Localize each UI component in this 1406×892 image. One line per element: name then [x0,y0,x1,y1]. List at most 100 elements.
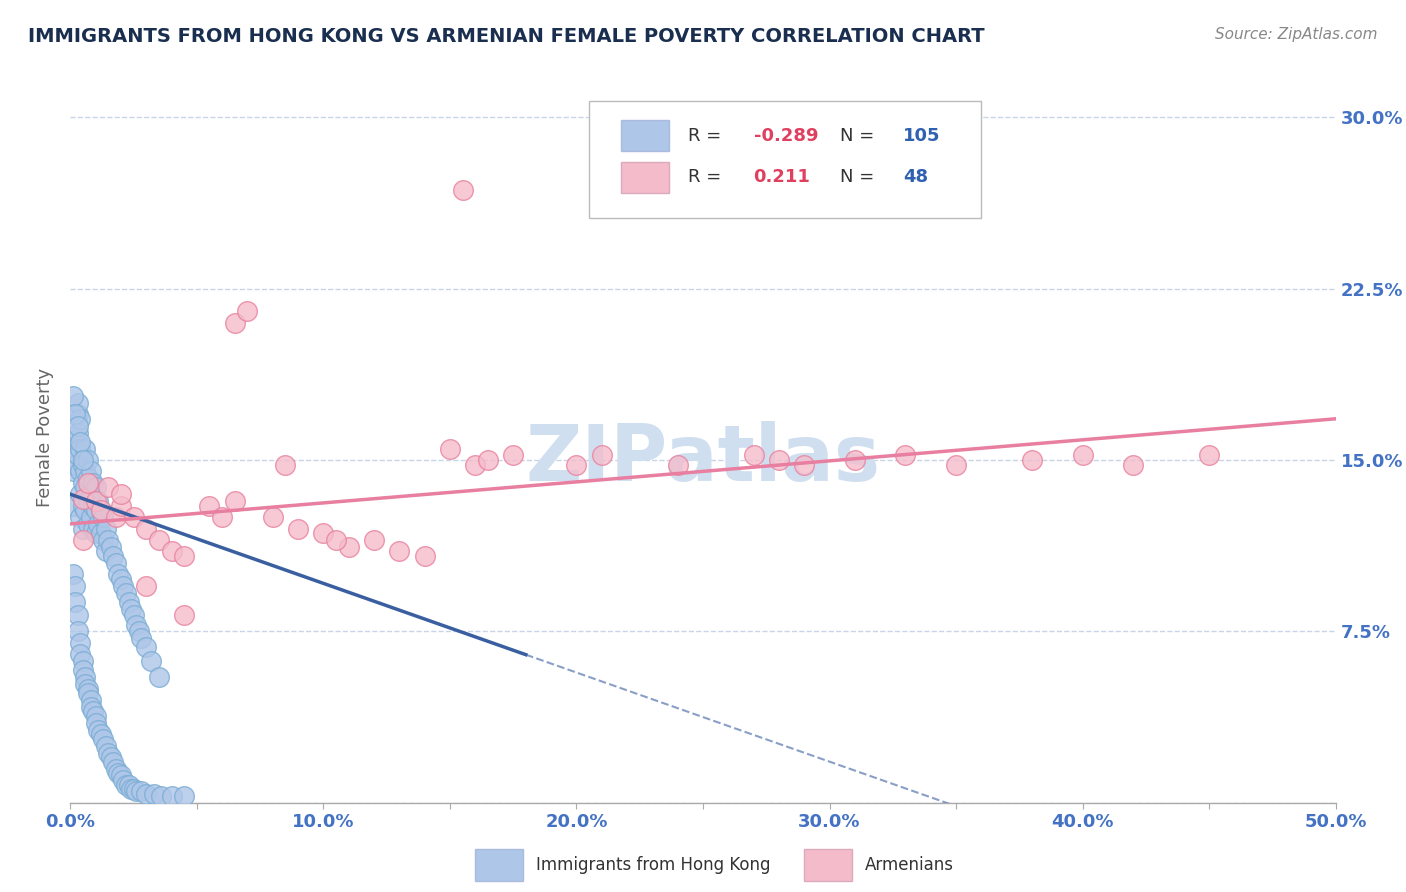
Point [62,389,84,403]
Point [110,572,132,586]
Point [768,453,790,467]
Point [65,430,87,444]
Point [125,617,148,632]
Point [69,510,91,524]
Point [65,595,87,609]
Point [148,670,170,684]
Point [110,487,132,501]
Point [97,480,120,494]
Point [173,608,195,623]
Point [79,693,101,707]
Point [104,556,127,570]
Point [742,449,765,463]
Point [69,636,91,650]
Point [90,503,112,517]
Point [62,499,84,513]
Point [325,533,347,547]
Point [122,510,145,524]
Text: 48: 48 [903,169,928,186]
Point [125,784,148,798]
Point [129,632,152,646]
Text: ZIPatlas: ZIPatlas [526,421,880,497]
Point [117,595,139,609]
Text: Immigrants from Hong Kong: Immigrants from Hong Kong [536,856,770,874]
Point [69,434,91,449]
Point [388,544,411,558]
Text: -0.289: -0.289 [754,127,818,145]
Point [65,458,87,472]
Point [94,544,117,558]
Point [464,458,486,472]
Point [87,723,110,737]
Point [502,449,524,463]
Point [100,540,122,554]
Text: Source: ZipAtlas.com: Source: ZipAtlas.com [1215,27,1378,42]
Point [115,778,138,792]
Point [69,442,91,456]
Point [135,640,157,655]
Y-axis label: Female Poverty: Female Poverty [37,368,55,507]
Point [75,670,97,684]
Point [148,533,170,547]
Point [75,503,97,517]
Point [72,533,94,547]
Point [97,746,120,760]
Point [82,499,104,513]
Point [94,521,117,535]
Point [100,750,122,764]
Point [66,418,89,433]
Point [77,681,100,696]
Text: Armenians: Armenians [865,856,955,874]
Point [69,412,91,426]
Text: R =: R = [688,127,727,145]
Point [65,579,87,593]
Point [112,579,135,593]
Point [84,480,107,494]
Point [75,442,97,456]
Point [77,686,100,700]
Point [110,499,132,513]
Point [66,407,89,421]
Point [1198,449,1220,463]
Point [79,464,101,478]
Point [477,453,499,467]
Point [135,787,157,801]
Point [142,787,165,801]
Point [79,487,101,501]
Point [844,453,866,467]
Point [77,453,100,467]
Point [75,677,97,691]
Point [413,549,436,563]
Point [62,567,84,582]
Point [72,499,94,513]
Point [103,549,125,563]
Text: N =: N = [839,169,880,186]
Point [128,624,150,639]
Point [666,458,689,472]
Point [87,494,110,508]
Point [565,458,588,472]
Point [117,778,139,792]
Point [793,458,815,472]
Point [62,464,84,478]
Point [66,449,89,463]
Point [120,782,142,797]
Point [122,782,145,797]
Point [173,549,195,563]
Point [103,755,125,769]
Point [66,608,89,623]
Point [224,316,246,330]
Text: 0.211: 0.211 [754,169,810,186]
Point [94,739,117,753]
Point [287,521,309,535]
Point [65,442,87,456]
Point [1071,449,1094,463]
Point [90,503,112,517]
Point [173,789,195,803]
Point [112,772,135,787]
Point [84,709,107,723]
Point [894,449,917,463]
Point [84,715,107,730]
Point [66,624,89,639]
Point [122,608,145,623]
